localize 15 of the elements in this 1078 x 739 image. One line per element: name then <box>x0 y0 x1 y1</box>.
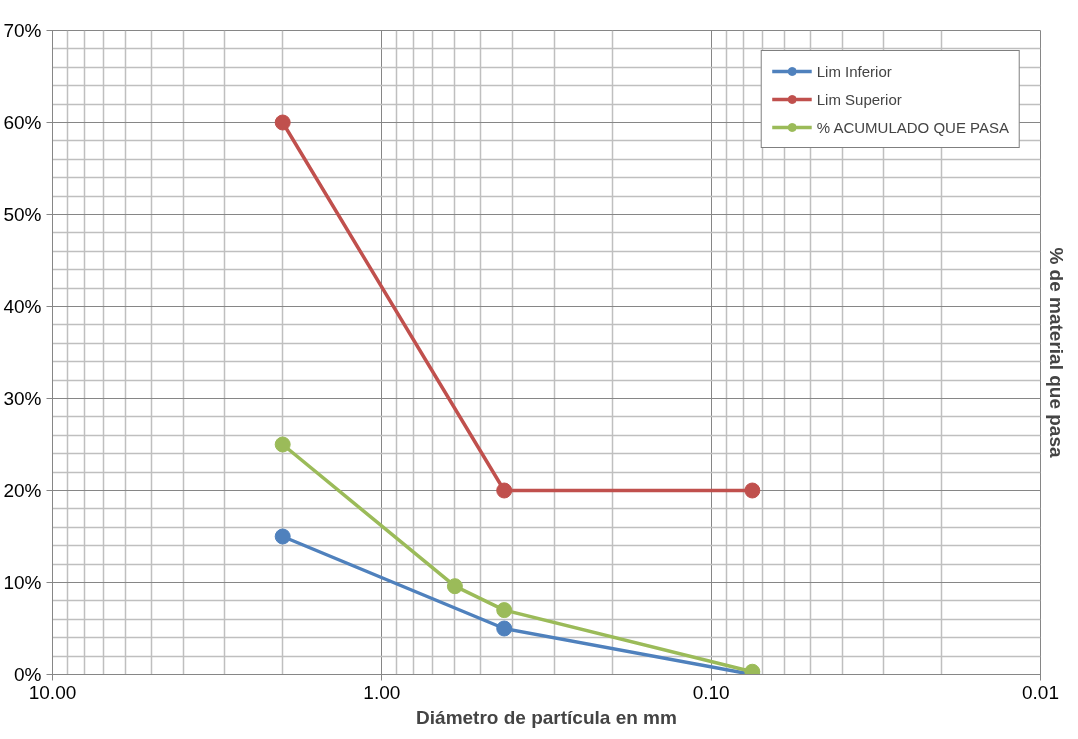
x-tick-label: 0.10 <box>692 681 730 703</box>
y-tick-label: 40% <box>3 296 42 317</box>
x-tick-label: 0.01 <box>1022 681 1059 703</box>
y-tick-label: 70% <box>3 20 42 41</box>
y-tick-label: 60% <box>3 112 42 133</box>
x-tick-label: 1.00 <box>363 681 401 703</box>
y-tick-label: 10% <box>3 572 42 593</box>
y-tick-label: 30% <box>3 388 42 409</box>
legend-label: Lim Inferior <box>816 62 892 80</box>
y-axis-title: % de material que pasa <box>1045 247 1067 458</box>
legend-label: Lim Superior <box>816 90 902 108</box>
y-tick-label: 20% <box>3 480 42 501</box>
legend-label: % ACUMULADO QUE PASA <box>816 118 1009 136</box>
y-tick-label: 50% <box>3 204 42 225</box>
x-axis-title: Diámetro de partícula en mm <box>416 706 677 728</box>
